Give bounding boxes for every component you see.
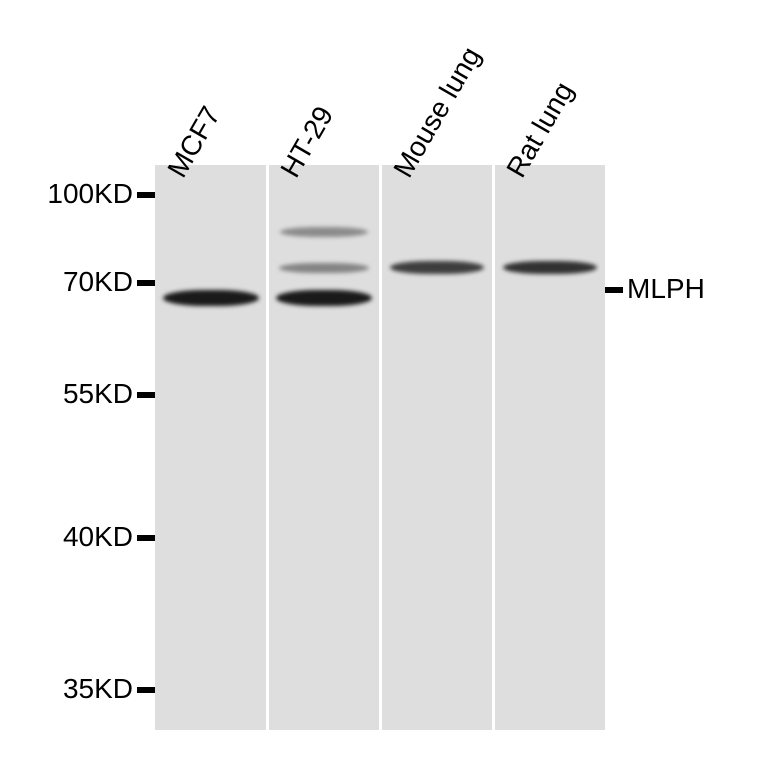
- mw-label: 35KD: [63, 673, 133, 705]
- protein-band: [163, 290, 259, 306]
- mw-tick: [137, 280, 155, 286]
- lane-separator: [379, 165, 382, 730]
- western-blot-figure: { "figure": { "width_px": 764, "height_p…: [0, 0, 764, 764]
- lane-separator: [492, 165, 495, 730]
- protein-tick: [605, 287, 623, 293]
- protein-label: MLPH: [627, 273, 705, 305]
- mw-label: 100KD: [47, 178, 133, 210]
- protein-band: [390, 261, 484, 274]
- protein-band: [503, 261, 597, 274]
- mw-tick: [137, 535, 155, 541]
- mw-tick: [137, 687, 155, 693]
- lane-label: Mouse lung: [387, 42, 487, 183]
- protein-band: [276, 290, 372, 306]
- mw-tick: [137, 392, 155, 398]
- protein-band: [280, 227, 368, 237]
- mw-label: 70KD: [63, 266, 133, 298]
- lane-separator: [266, 165, 269, 730]
- protein-band: [279, 263, 369, 273]
- mw-tick: [137, 192, 155, 198]
- mw-label: 55KD: [63, 378, 133, 410]
- mw-label: 40KD: [63, 521, 133, 553]
